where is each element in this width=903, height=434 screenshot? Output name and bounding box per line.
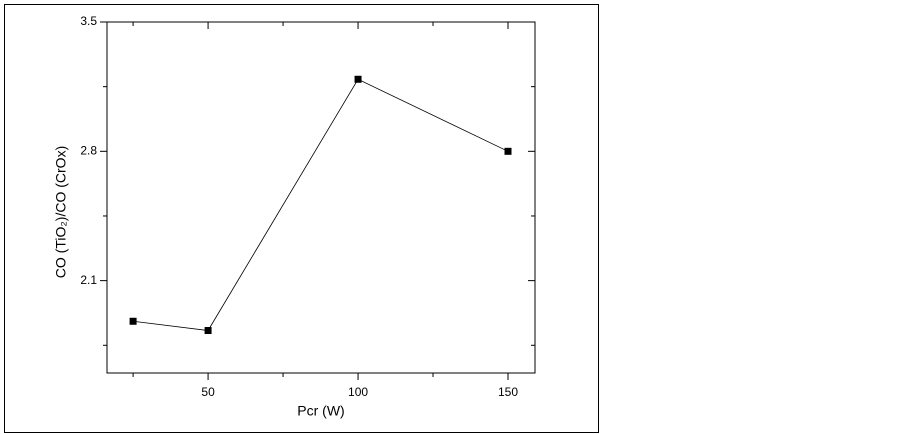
frame bbox=[4, 4, 599, 433]
y-axis-label: CO (TiO₂)/CO (CrOx) bbox=[53, 146, 69, 278]
marker bbox=[204, 327, 212, 335]
y-tick-label: 2.1 bbox=[80, 273, 97, 287]
x-tick-label: 150 bbox=[498, 385, 518, 399]
marker bbox=[504, 147, 512, 155]
marker bbox=[129, 317, 137, 325]
line bbox=[133, 78, 509, 331]
plot-area bbox=[106, 21, 536, 374]
x-axis-label: Pcr (W) bbox=[297, 403, 344, 419]
x-tick-label: 100 bbox=[348, 385, 368, 399]
y-tick-label: 2.8 bbox=[80, 143, 97, 157]
marker bbox=[354, 75, 362, 83]
y-tick-label: 3.5 bbox=[80, 14, 97, 28]
x-tick-label: 50 bbox=[201, 385, 215, 399]
